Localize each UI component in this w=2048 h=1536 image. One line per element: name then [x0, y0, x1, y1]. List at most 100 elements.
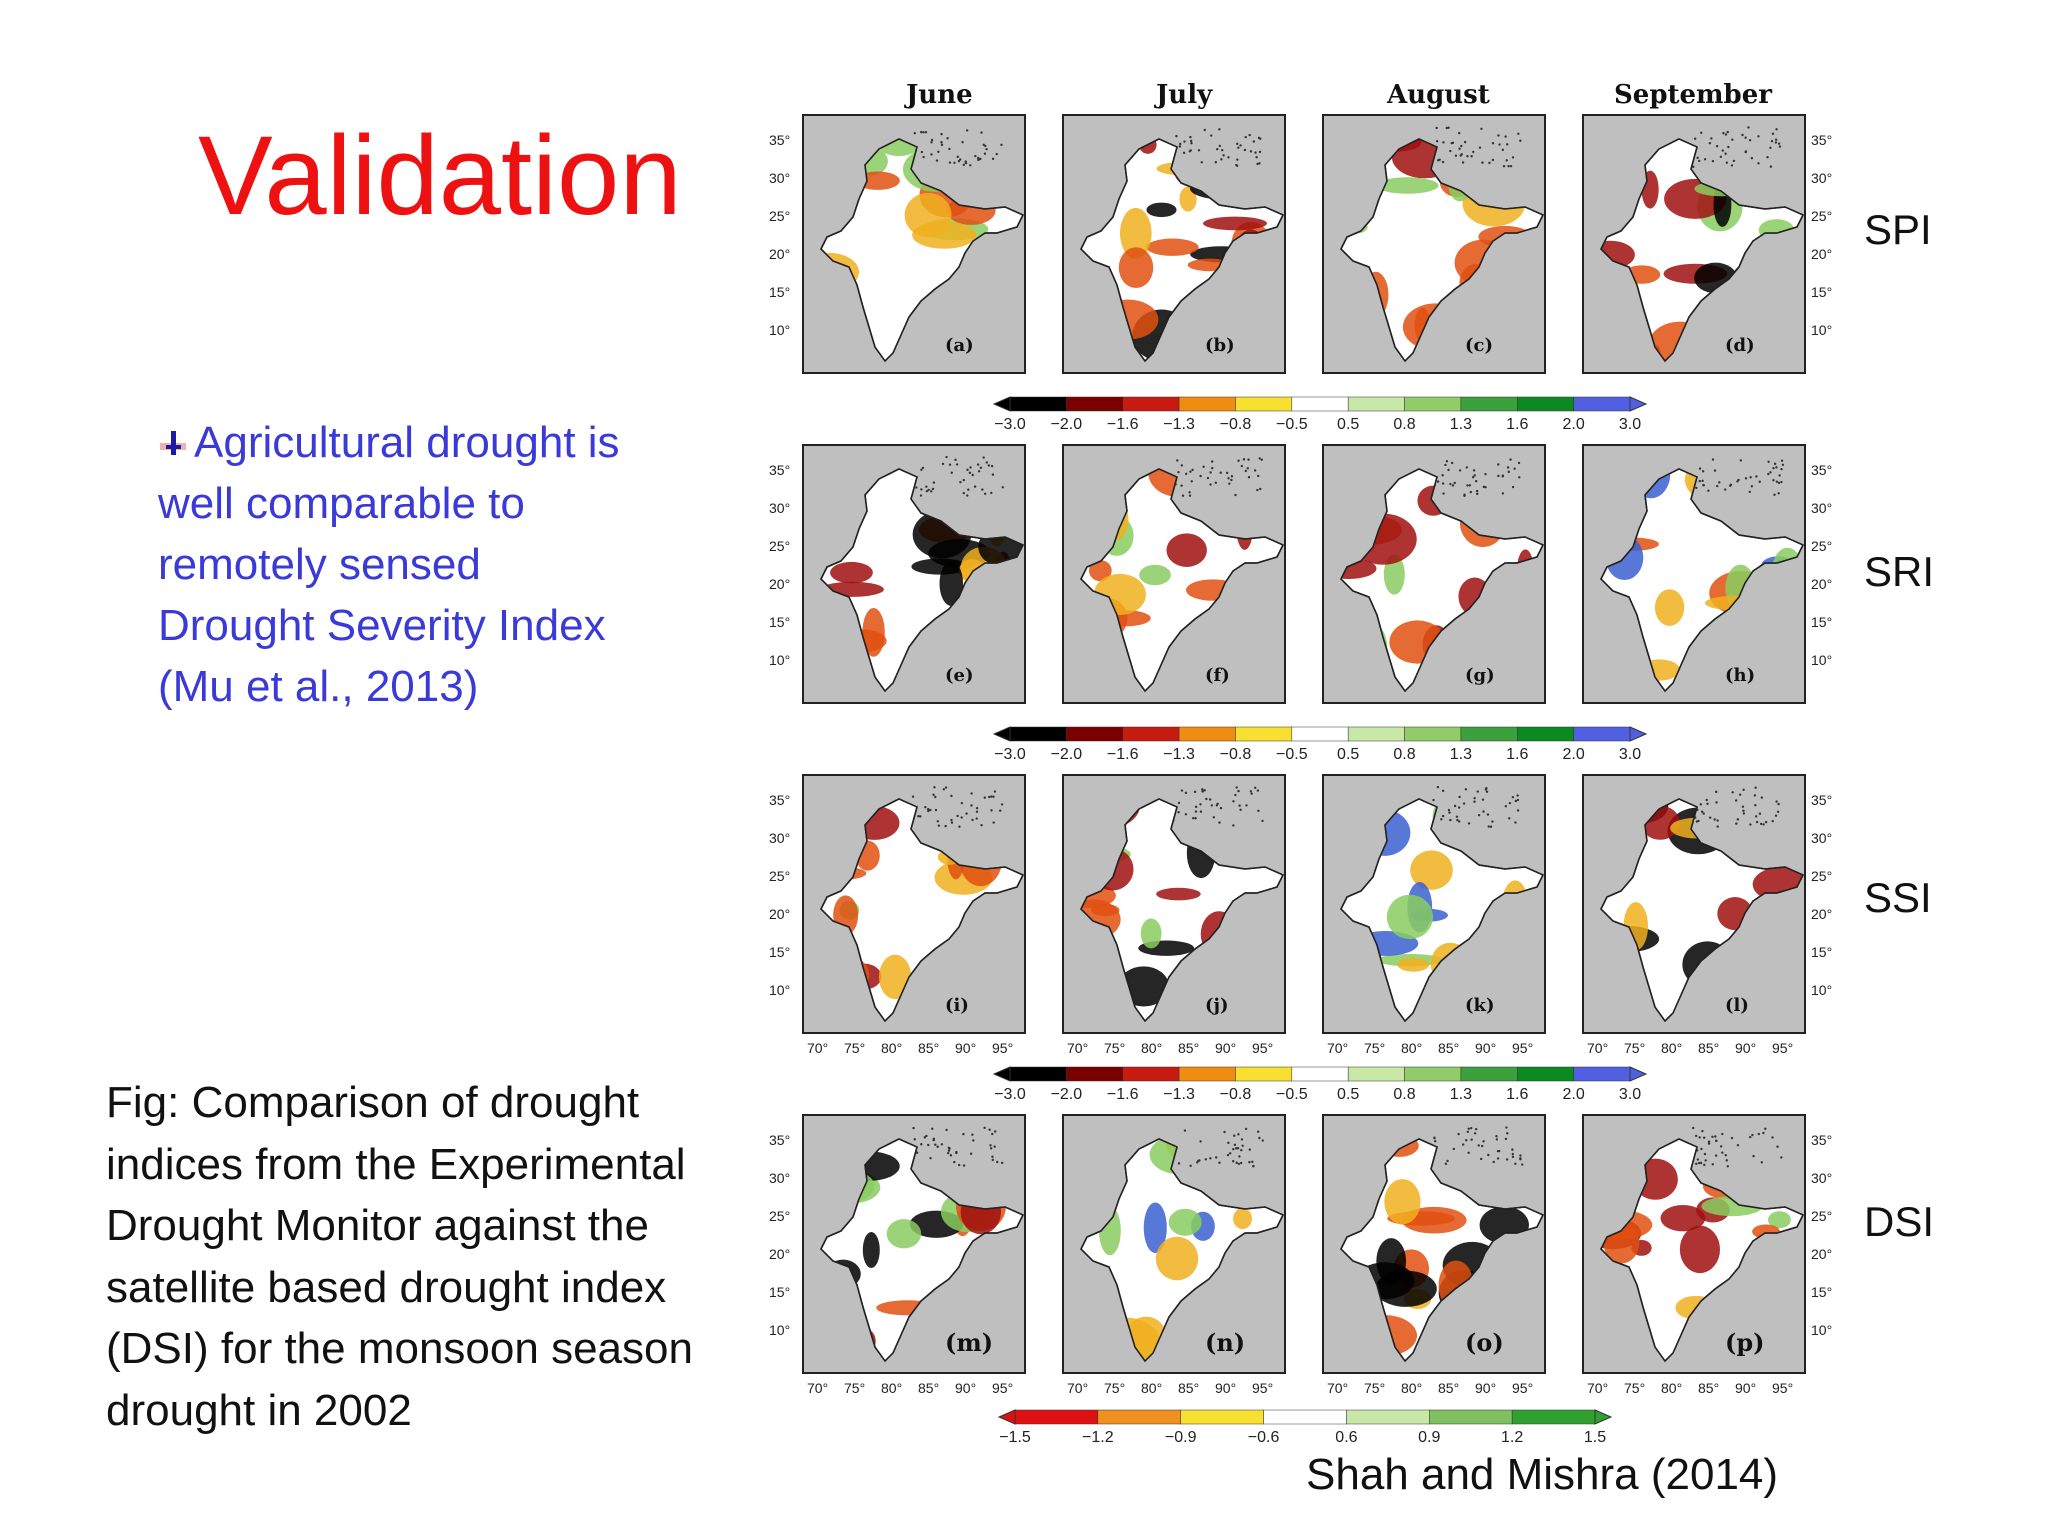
caption-line: satellite based drought index	[106, 1262, 667, 1312]
terrain-dot	[940, 132, 943, 136]
terrain-dot	[913, 1138, 916, 1141]
terrain-dot	[1230, 474, 1234, 478]
terrain-dot	[948, 463, 952, 466]
lon-tick-label: 70°	[1067, 1040, 1088, 1056]
colorbar-segment	[1009, 1066, 1067, 1082]
terrain-dot	[1732, 159, 1736, 163]
panel-label: (m)	[945, 1328, 993, 1357]
terrain-dot	[1248, 1148, 1251, 1151]
terrain-dot	[1741, 805, 1745, 808]
terrain-dot	[1769, 165, 1773, 168]
terrain-dot	[1511, 795, 1515, 799]
terrain-dot	[1711, 1163, 1714, 1166]
india-border	[1340, 468, 1545, 693]
terrain-dot	[1228, 482, 1231, 485]
terrain-dot	[1460, 153, 1463, 156]
lon-tick-label: 75°	[1364, 1040, 1385, 1056]
colorbar-segment	[1178, 396, 1236, 412]
bullet-line: well comparable to	[158, 479, 525, 528]
terrain-dot	[1487, 1153, 1490, 1157]
lat-tick-label: 15°	[1811, 944, 1832, 960]
colorbar-segment	[1347, 1066, 1405, 1082]
terrain-dot	[975, 806, 979, 810]
terrain-dot	[966, 494, 969, 497]
terrain-dot	[1738, 793, 1742, 796]
terrain-dot	[1216, 148, 1219, 151]
terrain-dot	[1226, 1153, 1230, 1157]
terrain-dot	[1736, 818, 1740, 821]
terrain-dot	[1772, 466, 1775, 470]
drought-blob	[1384, 1179, 1421, 1225]
terrain-dot	[1458, 147, 1461, 150]
terrain-dot	[983, 152, 987, 155]
drought-blob	[1166, 533, 1207, 567]
terrain-dot	[1775, 480, 1779, 483]
terrain-dot	[1457, 820, 1461, 823]
terrain-dot	[1442, 141, 1445, 144]
terrain-dot	[971, 1133, 974, 1136]
colorbar-tick-label: −1.5	[999, 1429, 1031, 1446]
lon-tick-label: 85°	[1698, 1040, 1719, 1056]
terrain-dot	[948, 1147, 951, 1150]
colorbar-segment	[1014, 1409, 1099, 1425]
terrain-dot	[1191, 468, 1194, 472]
terrain-dot	[1199, 1140, 1202, 1143]
terrain-dot	[993, 1130, 997, 1133]
terrain-dot	[993, 1145, 996, 1148]
lat-tick-label: 25°	[769, 1208, 790, 1224]
terrain-dot	[935, 159, 939, 162]
colorbar-segment	[1291, 396, 1349, 412]
colorbar-segment	[1066, 1066, 1123, 1082]
lon-tick-label: 90°	[955, 1040, 976, 1056]
terrain-dot	[1695, 820, 1699, 823]
terrain-dot	[1482, 485, 1486, 489]
lat-tick-label: 30°	[1811, 170, 1832, 186]
terrain-dot	[1189, 1164, 1192, 1167]
colorbar-tick-label: 1.6	[1506, 746, 1528, 763]
panel-label: (c)	[1465, 335, 1493, 356]
terrain-dot	[1452, 1147, 1456, 1151]
map-panel: (h) 35° 30° 25° 20° 15° 10°	[1582, 444, 1832, 704]
terrain-dot	[991, 1155, 994, 1158]
colorbar-tick-label: 3.0	[1619, 746, 1641, 763]
terrain-dot	[1463, 140, 1467, 144]
terrain-dot	[1759, 822, 1763, 826]
terrain-dot	[1725, 161, 1729, 164]
terrain-dot	[1501, 148, 1505, 152]
terrain-dot	[965, 812, 968, 815]
terrain-dot	[979, 157, 982, 161]
terrain-dot	[1445, 460, 1449, 463]
terrain-dot	[1722, 131, 1725, 135]
terrain-dot	[1771, 819, 1774, 823]
terrain-dot	[1223, 1130, 1226, 1134]
colorbar-ssi: −3.0 −2.0 −1.6 −1.3 −0.8 −0.5 0.5 0.8 1.3 1.6 2.0 3…	[992, 1066, 1648, 1103]
map-panel: (f)	[1062, 444, 1286, 704]
terrain-dot	[960, 801, 964, 805]
colorbar-arrow-left	[992, 1066, 1011, 1082]
lon-tick-label: 70°	[1587, 1380, 1608, 1396]
terrain-dot	[1505, 1126, 1508, 1129]
terrain-dot	[1179, 142, 1182, 146]
terrain-dot	[1450, 461, 1454, 465]
terrain-dot	[1750, 485, 1754, 488]
terrain-dot	[1769, 146, 1772, 150]
lon-tick-label: 85°	[918, 1380, 939, 1396]
map-panel: (m) 35° 30° 25° 20° 15° 10° 70° 75° 80° 85° 90° 95°	[769, 1114, 1026, 1396]
terrain-dot	[1453, 804, 1457, 808]
terrain-dot	[1724, 152, 1727, 155]
terrain-dot	[1236, 142, 1239, 146]
terrain-dot	[983, 492, 987, 495]
drought-blob	[1601, 240, 1635, 269]
terrain-dot	[983, 796, 987, 799]
lat-tick-label: 25°	[1811, 868, 1832, 884]
terrain-dot	[981, 488, 984, 491]
terrain-dot	[942, 788, 946, 791]
terrain-dot	[1487, 825, 1490, 828]
terrain-dot	[1245, 804, 1248, 807]
terrain-dot	[1707, 1142, 1711, 1145]
terrain-dot	[1455, 815, 1459, 818]
terrain-dot	[1744, 150, 1747, 154]
terrain-dot	[941, 462, 945, 466]
lon-tick-label: 75°	[1624, 1040, 1645, 1056]
colorbar-segment	[1097, 1409, 1181, 1425]
